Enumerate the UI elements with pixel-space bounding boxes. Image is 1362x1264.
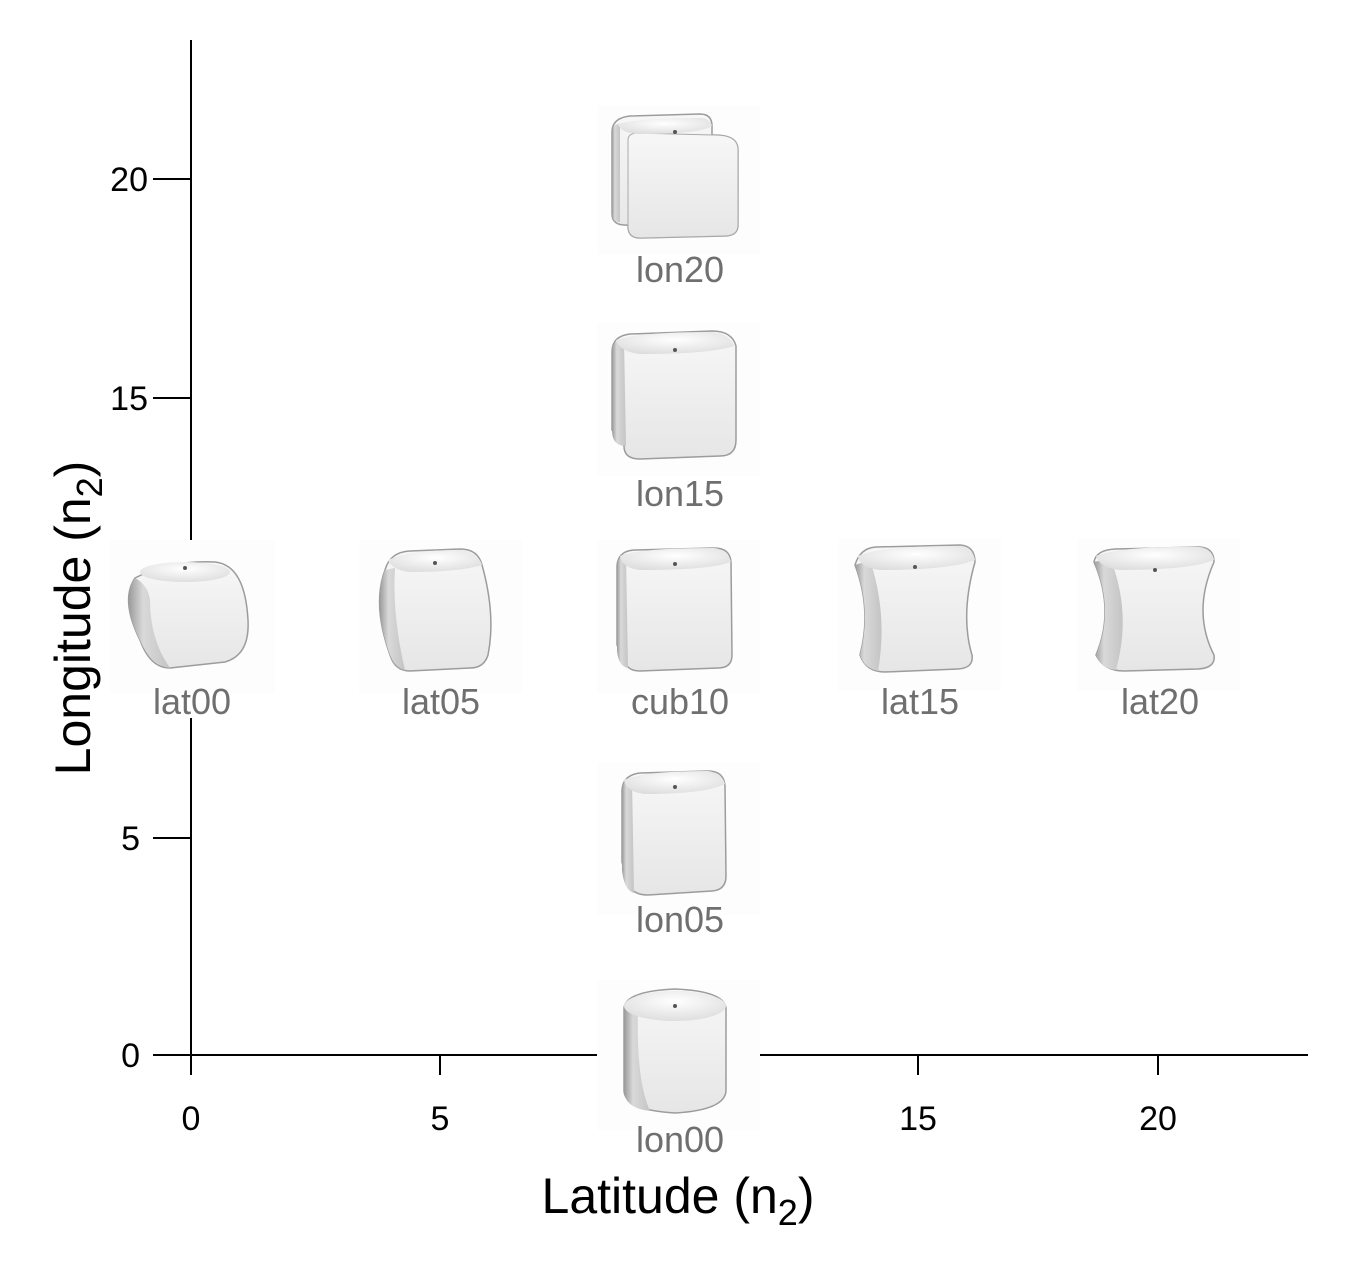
label-lon00: lon00 <box>636 1119 724 1160</box>
shape-lon20 <box>611 113 739 239</box>
y-axis-title: Longitude (n2) <box>45 461 110 776</box>
shape-lon15 <box>611 330 737 460</box>
x-tick-label: 0 <box>182 1100 201 1138</box>
y-tick-labels: 0 5 15 20 <box>110 161 148 1075</box>
x-tick-label: 15 <box>899 1100 937 1138</box>
y-tick-label: 0 <box>121 1037 140 1075</box>
label-lon20: lon20 <box>636 249 724 290</box>
label-lat05: lat05 <box>402 681 480 722</box>
shape-lat15 <box>854 544 976 673</box>
shape-lat05 <box>378 548 492 672</box>
shape-lat00 <box>127 561 249 669</box>
y-tick-label: 5 <box>121 820 140 858</box>
shape-lon00 <box>623 988 727 1114</box>
y-tick-label: 15 <box>110 380 148 418</box>
x-axis-title: Latitude (n2) <box>542 1168 815 1233</box>
label-cub10: cub10 <box>631 681 729 722</box>
x-tick-label: 5 <box>431 1100 450 1138</box>
shape-lon05 <box>621 770 727 896</box>
label-lon15: lon15 <box>636 473 724 514</box>
label-lat15: lat15 <box>881 681 959 722</box>
shape-labels: lon20 lon15 lat00 lat05 cub10 lat15 lat2… <box>153 249 1199 1160</box>
y-tick-label: 20 <box>110 161 148 199</box>
tick-marks <box>153 178 1159 1075</box>
label-lat20: lat20 <box>1121 681 1199 722</box>
shape-cub10 <box>616 547 733 672</box>
x-tick-labels: 0 5 15 20 <box>182 1100 1177 1138</box>
axes <box>153 40 1308 1072</box>
label-lat00: lat00 <box>153 681 231 722</box>
x-tick-label: 20 <box>1139 1100 1177 1138</box>
shape-lat20 <box>1093 546 1215 672</box>
label-lon05: lon05 <box>636 899 724 940</box>
